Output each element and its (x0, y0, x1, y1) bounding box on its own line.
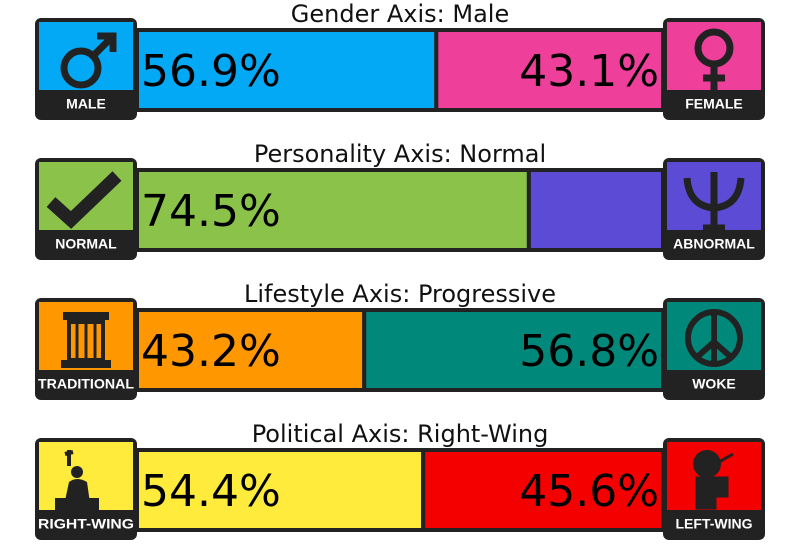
glyph-part (55, 498, 99, 510)
axis-title: Lifestyle Axis: Progressive (244, 280, 556, 308)
glyph-part (683, 172, 745, 232)
glyph-part (695, 452, 734, 510)
axis-icon: TRADITIONAL (35, 298, 137, 400)
icon-glyph (61, 312, 111, 368)
bar-right (434, 28, 665, 112)
glyph-part (75, 324, 97, 358)
icon-label: MALE (66, 96, 106, 112)
axis-title: Gender Axis: Male (291, 0, 509, 28)
icon-label: WOKE (692, 376, 736, 392)
glyph-part (63, 312, 109, 320)
axis-title: Personality Axis: Normal (254, 140, 546, 168)
icon-fill (39, 162, 133, 230)
icon-glyph (693, 450, 734, 510)
glyph-part (703, 64, 725, 90)
axis-title: Political Axis: Right-Wing (252, 420, 549, 448)
icon-label: FEMALE (685, 96, 743, 112)
axis-icon: WOKE (663, 298, 765, 400)
bar-left (135, 448, 426, 532)
value-label: 43.1% (519, 46, 659, 97)
value-label: 45.6% (519, 466, 659, 517)
axis-icon: NORMAL (35, 158, 137, 260)
value-label: 43.2% (141, 326, 281, 377)
icon-glyph (685, 309, 743, 367)
value-label: 54.4% (141, 466, 281, 517)
glyph-part (90, 32, 117, 59)
axis-icon: LEFT-WING (663, 438, 765, 540)
icon-glyph (683, 172, 745, 232)
icon-label: ABNORMAL (673, 236, 755, 252)
glyph-part (693, 450, 721, 478)
value-label: 56.9% (141, 46, 281, 97)
axis-icon: RIGHT-WING (35, 438, 137, 540)
glyph-part (46, 171, 122, 229)
bar-left (135, 308, 367, 392)
icon-glyph (60, 32, 117, 89)
value-label: 56.8% (519, 326, 659, 377)
axis-icon: ABNORMAL (663, 158, 765, 260)
glyph-part (694, 312, 734, 364)
icon-label: NORMAL (55, 236, 117, 252)
icon-label: LEFT-WING (676, 516, 753, 532)
icon-fill (39, 22, 133, 90)
glyph-part (60, 47, 102, 89)
glyph-part (61, 360, 111, 368)
icon-label: RIGHT-WING (38, 516, 134, 532)
glyph-part (64, 450, 74, 466)
icon-glyph (46, 171, 122, 229)
axis-icon: MALE (35, 18, 137, 120)
bar-right (526, 168, 665, 252)
bar-right (421, 448, 666, 532)
glyph-part (71, 466, 83, 478)
value-label: 74.5% (141, 186, 281, 237)
bar-right (362, 308, 665, 392)
axis-icon: FEMALE (663, 18, 765, 120)
icon-glyph (694, 28, 734, 90)
icon-glyph (55, 450, 99, 510)
icon-label: TRADITIONAL (38, 376, 134, 392)
